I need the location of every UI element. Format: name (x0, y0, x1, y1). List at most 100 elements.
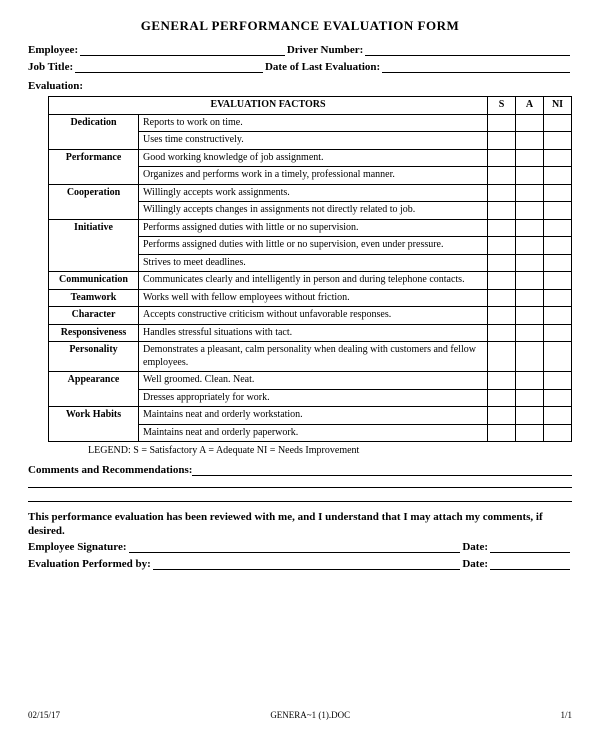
rating-cell[interactable] (488, 389, 516, 407)
factor-cell: Teamwork (49, 289, 139, 307)
rating-cell[interactable] (516, 114, 544, 132)
rating-cell[interactable] (488, 132, 516, 150)
table-row: ResponsivenessHandles stressful situatio… (49, 324, 572, 342)
rating-cell[interactable] (516, 307, 544, 325)
sig-date-line-1[interactable] (490, 541, 570, 553)
rating-cell[interactable] (488, 307, 516, 325)
rating-cell[interactable] (488, 272, 516, 290)
desc-cell: Organizes and performs work in a timely,… (139, 167, 488, 185)
desc-cell: Willingly accepts changes in assignments… (139, 202, 488, 220)
rating-cell[interactable] (544, 389, 572, 407)
header-s: S (488, 97, 516, 115)
factor-cell: Responsiveness (49, 324, 139, 342)
rating-cell[interactable] (544, 132, 572, 150)
rating-cell[interactable] (488, 254, 516, 272)
header-factors: EVALUATION FACTORS (49, 97, 488, 115)
evaluation-table: EVALUATION FACTORS S A NI DedicationRepo… (48, 96, 572, 442)
form-title: GENERAL PERFORMANCE EVALUATION FORM (28, 18, 572, 34)
rating-cell[interactable] (488, 219, 516, 237)
header-ni: NI (544, 97, 572, 115)
rating-cell[interactable] (516, 272, 544, 290)
row-jobtitle-date: Job Title: Date of Last Evaluation: (28, 61, 572, 74)
rating-cell[interactable] (516, 342, 544, 372)
rating-cell[interactable] (488, 149, 516, 167)
rating-cell[interactable] (516, 372, 544, 390)
rating-cell[interactable] (544, 237, 572, 255)
rating-cell[interactable] (488, 184, 516, 202)
rating-cell[interactable] (516, 389, 544, 407)
factor-cell: Initiative (49, 219, 139, 272)
table-row: CharacterAccepts constructive criticism … (49, 307, 572, 325)
sig-date-line-2[interactable] (490, 558, 570, 570)
rating-cell[interactable] (544, 407, 572, 425)
rating-cell[interactable] (544, 307, 572, 325)
rating-cell[interactable] (516, 167, 544, 185)
job-title-label: Job Title: (28, 61, 73, 74)
rating-cell[interactable] (544, 342, 572, 372)
rating-cell[interactable] (516, 219, 544, 237)
desc-cell: Uses time constructively. (139, 132, 488, 150)
rating-cell[interactable] (544, 324, 572, 342)
employee-sig-line[interactable] (129, 541, 461, 553)
comments-line-3[interactable] (28, 490, 572, 502)
desc-cell: Handles stressful situations with tact. (139, 324, 488, 342)
rating-cell[interactable] (544, 167, 572, 185)
rating-cell[interactable] (544, 114, 572, 132)
rating-cell[interactable] (516, 407, 544, 425)
factor-cell: Appearance (49, 372, 139, 407)
desc-cell: Accepts constructive criticism without u… (139, 307, 488, 325)
row-employee-driver: Employee: Driver Number: (28, 44, 572, 57)
comments-line-1[interactable] (192, 464, 572, 476)
header-a: A (516, 97, 544, 115)
desc-cell: Maintains neat and orderly workstation. (139, 407, 488, 425)
desc-cell: Demonstrates a pleasant, calm personalit… (139, 342, 488, 372)
rating-cell[interactable] (516, 184, 544, 202)
comments-label: Comments and Recommendations: (28, 464, 192, 476)
sig-date-label-2: Date: (462, 558, 488, 571)
rating-cell[interactable] (488, 289, 516, 307)
rating-cell[interactable] (544, 289, 572, 307)
rating-cell[interactable] (516, 424, 544, 442)
rating-cell[interactable] (544, 254, 572, 272)
rating-cell[interactable] (544, 372, 572, 390)
eval-by-label: Evaluation Performed by: (28, 558, 151, 571)
driver-number-label: Driver Number: (287, 44, 363, 57)
rating-cell[interactable] (516, 132, 544, 150)
desc-cell: Strives to meet deadlines. (139, 254, 488, 272)
rating-cell[interactable] (544, 149, 572, 167)
employee-input-line[interactable] (80, 44, 285, 56)
date-last-eval-input-line[interactable] (382, 61, 570, 73)
row-employee-sig: Employee Signature: Date: (28, 541, 572, 554)
rating-cell[interactable] (516, 149, 544, 167)
rating-cell[interactable] (516, 254, 544, 272)
rating-cell[interactable] (488, 202, 516, 220)
rating-cell[interactable] (544, 219, 572, 237)
comments-section: Comments and Recommendations: (28, 464, 572, 502)
comments-line-2[interactable] (28, 476, 572, 488)
rating-cell[interactable] (544, 424, 572, 442)
rating-cell[interactable] (488, 342, 516, 372)
rating-cell[interactable] (516, 289, 544, 307)
job-title-input-line[interactable] (75, 61, 263, 73)
rating-cell[interactable] (516, 324, 544, 342)
date-last-eval-label: Date of Last Evaluation: (265, 61, 380, 74)
rating-cell[interactable] (488, 167, 516, 185)
desc-cell: Maintains neat and orderly paperwork. (139, 424, 488, 442)
rating-cell[interactable] (544, 202, 572, 220)
rating-cell[interactable] (488, 407, 516, 425)
eval-by-line[interactable] (153, 558, 461, 570)
desc-cell: Works well with fellow employees without… (139, 289, 488, 307)
rating-cell[interactable] (516, 237, 544, 255)
rating-cell[interactable] (488, 424, 516, 442)
footer-date: 02/15/17 (28, 710, 60, 720)
rating-cell[interactable] (516, 202, 544, 220)
rating-cell[interactable] (488, 114, 516, 132)
rating-cell[interactable] (544, 272, 572, 290)
rating-cell[interactable] (488, 324, 516, 342)
rating-cell[interactable] (544, 184, 572, 202)
review-statement: This performance evaluation has been rev… (28, 510, 572, 539)
rating-cell[interactable] (488, 237, 516, 255)
factor-cell: Communication (49, 272, 139, 290)
driver-number-input-line[interactable] (365, 44, 570, 56)
rating-cell[interactable] (488, 372, 516, 390)
